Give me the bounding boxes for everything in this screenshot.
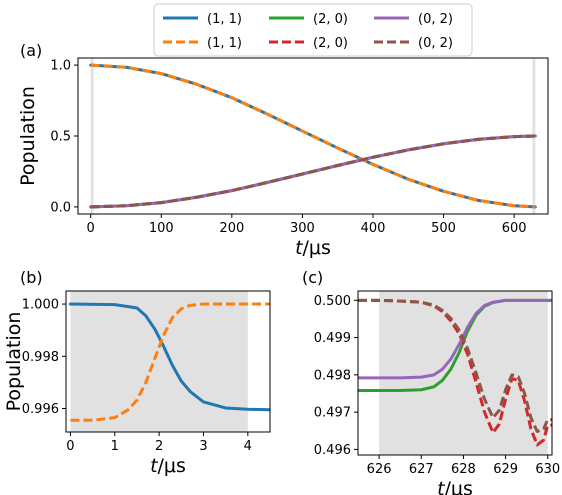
legend-label: (2, 0) [313, 36, 348, 51]
x-tick-label: 629 [493, 462, 518, 477]
legend-label: (0, 2) [418, 12, 453, 27]
y-axis-label: Population [3, 312, 25, 412]
x-tick-label: 100 [149, 221, 174, 236]
series-line [68, 302, 270, 412]
x-tick-label: 4 [244, 439, 252, 454]
x-tick-label: 630 [535, 462, 560, 477]
series-line [90, 134, 536, 209]
legend-label: (1, 1) [207, 36, 242, 51]
shaded-region [379, 291, 548, 455]
y-tick-label: 0.499 [314, 331, 351, 346]
x-tick-label: 500 [431, 221, 456, 236]
y-tick-label: 0.498 [314, 368, 351, 383]
legend-label: (0, 2) [418, 36, 453, 51]
y-tick-label: 0.500 [314, 294, 351, 309]
x-tick-label: 300 [290, 221, 315, 236]
x-tick-label: 0 [66, 439, 74, 454]
y-tick-label: 0.996 [22, 402, 59, 417]
panel-label: (a) [20, 41, 42, 60]
plot-area [68, 291, 270, 432]
series-line [358, 298, 552, 380]
panel-label: (c) [302, 268, 323, 287]
x-tick-label: 3 [199, 439, 207, 454]
plot-area [89, 58, 537, 214]
shaded-region [70, 291, 248, 432]
y-tick-label: 1.0 [50, 59, 71, 74]
series-line [89, 134, 537, 209]
x-tick-label: 200 [219, 221, 244, 236]
shaded-region [90, 58, 94, 214]
y-tick-label: 1.000 [22, 298, 59, 313]
series-line [90, 63, 536, 209]
y-tick-label: 0.496 [314, 443, 351, 458]
axes-frame [357, 290, 553, 456]
series-line [358, 298, 552, 434]
legend: (1, 1) (1, 1) (2, 0) (2, 0) (0, 2) (0, 2) [153, 3, 473, 57]
x-axis-label: t/μs [295, 237, 331, 259]
axes-frame [65, 290, 271, 433]
series-line [70, 302, 270, 422]
x-tick-label: 626 [367, 462, 392, 477]
panel-b: 0 1 2 3 4 0.996 0.998 1.000 (b) t/μs Population [3, 268, 271, 477]
legend-label: (1, 1) [207, 12, 242, 27]
x-tick-label: 600 [502, 221, 527, 236]
x-tick-label: 2 [155, 439, 163, 454]
x-tick-label: 1 [111, 439, 119, 454]
x-tick-label: 0 [87, 221, 95, 236]
panel-c: 626 627 628 629 630 0.496 0.497 0.498 0.499 0.500… [302, 268, 560, 495]
y-tick-label: 0.0 [50, 200, 71, 215]
x-axis-label: t/μs [437, 478, 473, 495]
plot-area [358, 291, 552, 455]
y-tick-label: 0.5 [50, 130, 71, 145]
x-tick-label: 627 [409, 462, 434, 477]
panel-label: (b) [20, 268, 43, 287]
legend-label: (2, 0) [313, 12, 348, 27]
y-tick-label: 0.497 [314, 406, 351, 421]
y-axis-label: Population [17, 86, 39, 186]
panel-a: 0 100 200 300 400 500 600 0.0 0.5 1.0 (a) t/μs Popul… [17, 41, 549, 259]
x-tick-label: 628 [451, 462, 476, 477]
x-tick-label: 400 [361, 221, 386, 236]
y-tick-label: 0.998 [22, 350, 59, 365]
x-axis-label: t/μs [150, 455, 186, 477]
